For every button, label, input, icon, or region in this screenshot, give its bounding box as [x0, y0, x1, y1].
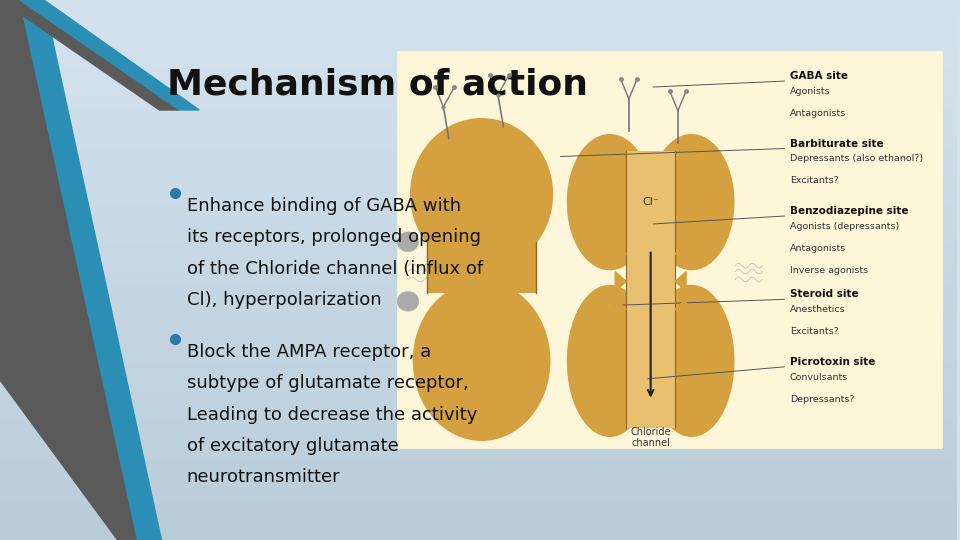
Ellipse shape	[567, 134, 652, 269]
Text: Enhance binding of GABA with: Enhance binding of GABA with	[186, 197, 461, 215]
Ellipse shape	[649, 286, 733, 436]
Text: Block the AMPA receptor, a: Block the AMPA receptor, a	[186, 343, 431, 361]
Polygon shape	[675, 244, 686, 264]
Text: subtype of glutamate receptor,: subtype of glutamate receptor,	[186, 374, 468, 392]
Polygon shape	[675, 272, 686, 292]
Bar	[0, 94, 957, 108]
Ellipse shape	[414, 281, 550, 440]
Bar	[0, 310, 957, 324]
Bar	[0, 54, 957, 68]
Polygon shape	[675, 299, 686, 319]
Bar	[0, 162, 957, 176]
Bar	[0, 108, 957, 122]
Text: of the Chloride channel (influx of: of the Chloride channel (influx of	[186, 260, 483, 278]
Bar	[0, 81, 957, 94]
Text: Benzodiazepine site: Benzodiazepine site	[790, 206, 908, 216]
Bar	[0, 230, 957, 243]
Bar	[0, 40, 957, 54]
Bar	[0, 68, 957, 81]
Bar	[0, 148, 957, 162]
Text: neurotransmitter: neurotransmitter	[186, 468, 340, 486]
Text: Steroid site: Steroid site	[790, 289, 858, 299]
Text: of excitatory glutamate: of excitatory glutamate	[186, 437, 398, 455]
Text: Leading to decrease the activity: Leading to decrease the activity	[186, 406, 477, 423]
Polygon shape	[0, 0, 137, 540]
Polygon shape	[615, 272, 626, 292]
Text: Excitants?: Excitants?	[790, 327, 838, 336]
Bar	[0, 284, 957, 297]
Text: Excitants?: Excitants?	[790, 177, 838, 185]
Polygon shape	[0, 0, 180, 110]
Bar	[0, 526, 957, 540]
Bar	[0, 135, 957, 148]
Bar	[0, 176, 957, 189]
Text: Anesthetics: Anesthetics	[790, 305, 846, 314]
Text: Depressants (also ethanol?): Depressants (also ethanol?)	[790, 154, 923, 164]
Bar	[0, 392, 957, 405]
Bar	[0, 432, 957, 445]
Text: Convulsants: Convulsants	[790, 373, 848, 382]
Bar	[0, 189, 957, 202]
Text: Cl⁻: Cl⁻	[642, 197, 659, 207]
Bar	[0, 243, 957, 256]
Bar	[0, 459, 957, 472]
Polygon shape	[20, 0, 161, 540]
Ellipse shape	[411, 119, 553, 269]
Bar	[0, 351, 957, 364]
Polygon shape	[20, 0, 200, 110]
Ellipse shape	[397, 292, 419, 311]
Bar	[0, 446, 957, 459]
Bar	[626, 151, 675, 428]
Bar	[0, 486, 957, 500]
Bar	[0, 378, 957, 392]
Text: Barbiturate site: Barbiturate site	[790, 139, 883, 148]
Text: Chloride
channel: Chloride channel	[631, 427, 671, 448]
Bar	[0, 364, 957, 378]
Polygon shape	[615, 244, 626, 264]
Ellipse shape	[397, 232, 419, 252]
Bar	[0, 202, 957, 216]
Bar	[0, 14, 957, 27]
Text: Depressants?: Depressants?	[790, 395, 854, 403]
Bar	[0, 405, 957, 418]
Bar	[0, 500, 957, 513]
Bar	[427, 238, 536, 293]
Text: Cl), hyperpolarization: Cl), hyperpolarization	[186, 291, 381, 309]
Text: Inverse agonists: Inverse agonists	[790, 266, 868, 275]
Bar	[0, 256, 957, 270]
Bar	[397, 51, 943, 448]
Ellipse shape	[649, 134, 733, 269]
Bar	[0, 122, 957, 135]
Text: Mechanism of action: Mechanism of action	[167, 68, 588, 102]
Ellipse shape	[567, 286, 652, 436]
Bar	[0, 270, 957, 284]
Bar	[0, 472, 957, 486]
Bar	[0, 27, 957, 40]
Text: Agonists: Agonists	[790, 87, 830, 96]
Text: GABA site: GABA site	[790, 71, 848, 81]
Bar	[0, 418, 957, 432]
Bar	[0, 0, 957, 14]
Bar	[0, 338, 957, 351]
Bar	[0, 297, 957, 310]
Text: Antagonists: Antagonists	[790, 109, 846, 118]
Bar	[0, 216, 957, 229]
Polygon shape	[615, 299, 626, 319]
Text: Picrotoxin site: Picrotoxin site	[790, 357, 876, 367]
Text: Agonists (depressants): Agonists (depressants)	[790, 222, 899, 231]
Bar	[0, 324, 957, 338]
Bar	[0, 513, 957, 526]
Text: its receptors, prolonged opening: its receptors, prolonged opening	[186, 228, 481, 246]
Text: Antagonists: Antagonists	[790, 244, 846, 253]
